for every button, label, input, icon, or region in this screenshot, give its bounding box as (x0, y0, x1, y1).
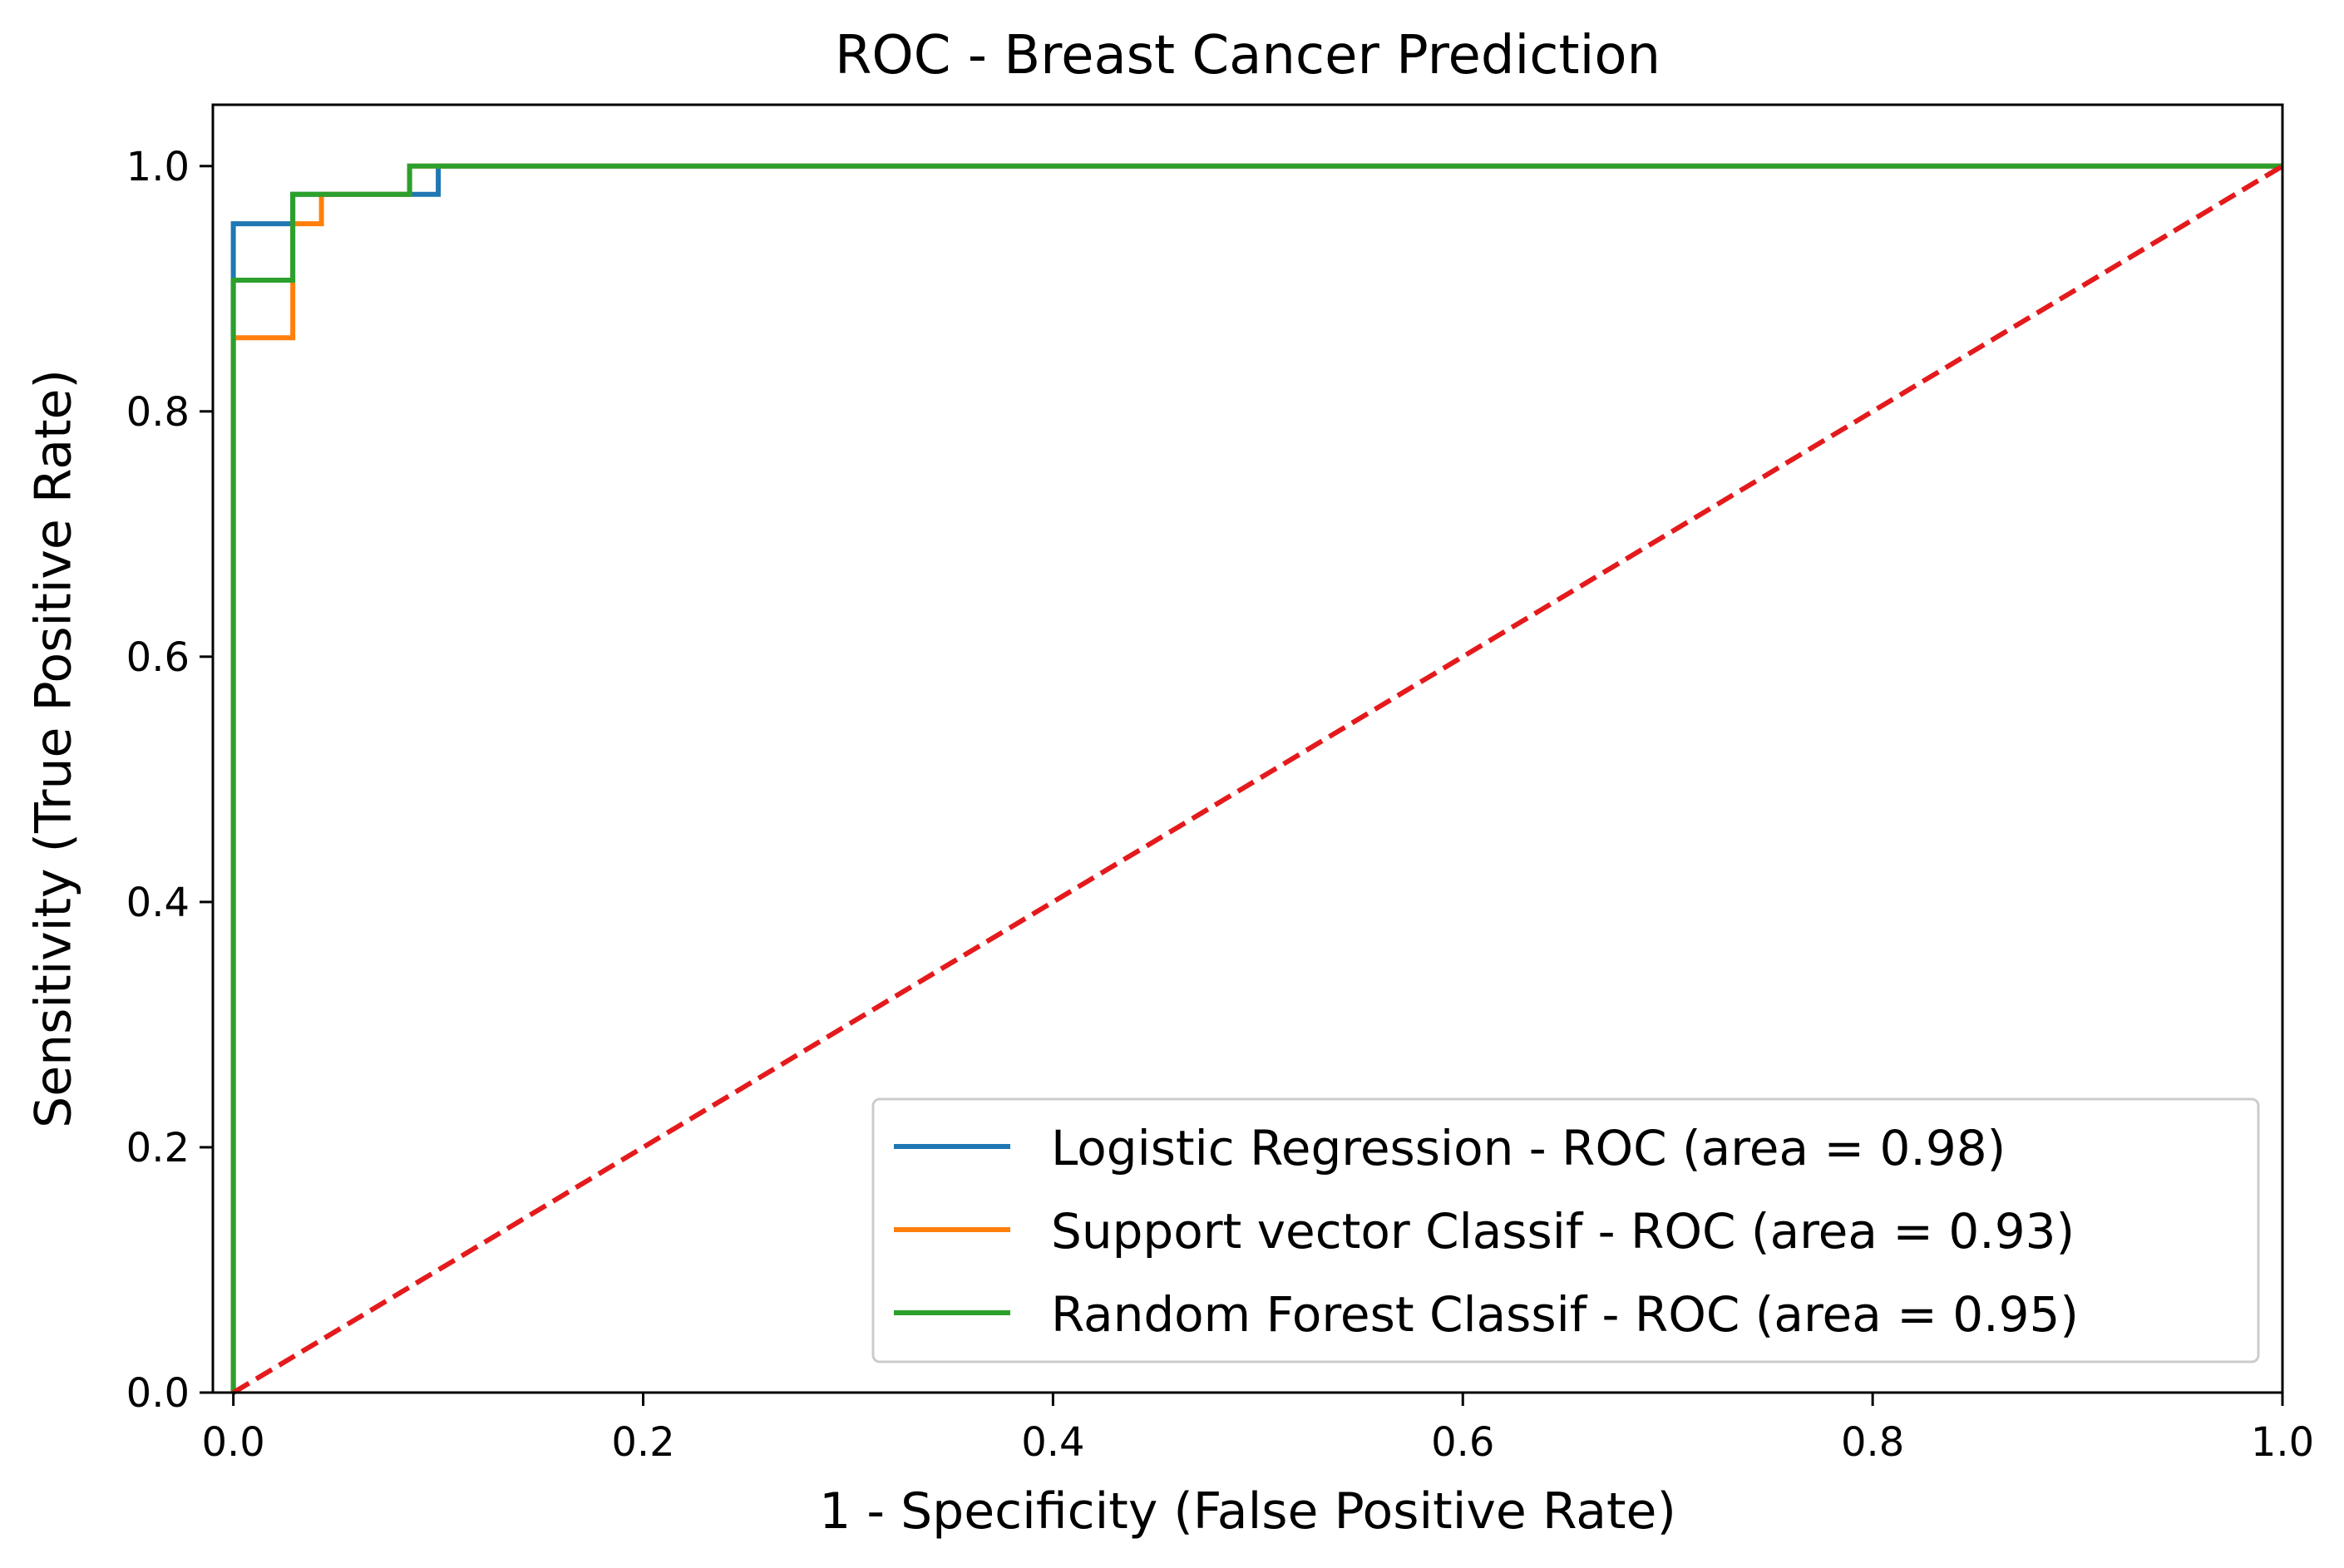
x-tick-label: 0.8 (1841, 1419, 1904, 1466)
y-tick-label: 1.0 (126, 144, 190, 190)
y-tick-label: 0.4 (126, 880, 190, 926)
x-tick-label: 0.0 (201, 1419, 264, 1466)
x-tick-label: 0.6 (1431, 1419, 1494, 1466)
y-tick-label: 0.2 (126, 1125, 190, 1171)
x-tick-label: 1.0 (2251, 1419, 2314, 1466)
plot-frame (211, 103, 2284, 1394)
legend-label-1: Logistic Regression - ROC (area = 0.98) (1051, 1120, 2006, 1176)
x-axis-ticks: 0.0 0.2 0.4 0.6 0.8 1.0 (201, 1393, 2314, 1466)
chart-title: ROC - Breast Cancer Prediction (835, 25, 1661, 86)
series-layer (230, 163, 2282, 1393)
legend: Logistic Regression - ROC (area = 0.98) S… (871, 1097, 2260, 1363)
x-tick-label: 0.4 (1021, 1419, 1084, 1466)
y-axis-ticks: 0.0 0.2 0.4 0.6 0.8 1.0 (126, 144, 213, 1417)
legend-label-3: Random Forest Classif - ROC (area = 0.95… (1051, 1286, 2079, 1343)
y-tick-label: 0.6 (126, 634, 190, 681)
y-tick-label: 0.8 (126, 389, 190, 436)
x-tick-label: 0.2 (611, 1419, 674, 1466)
legend-label-2: Support vector Classif - ROC (area = 0.9… (1051, 1203, 2075, 1260)
y-axis-label: Sensitivity (True Positive Rate) (25, 369, 83, 1128)
x-axis-label: 1 - Specificity (False Positive Rate) (819, 1482, 1676, 1541)
series-line-3 (230, 163, 2282, 1393)
y-tick-label: 0.0 (126, 1370, 190, 1417)
legend-box (871, 1097, 2260, 1363)
